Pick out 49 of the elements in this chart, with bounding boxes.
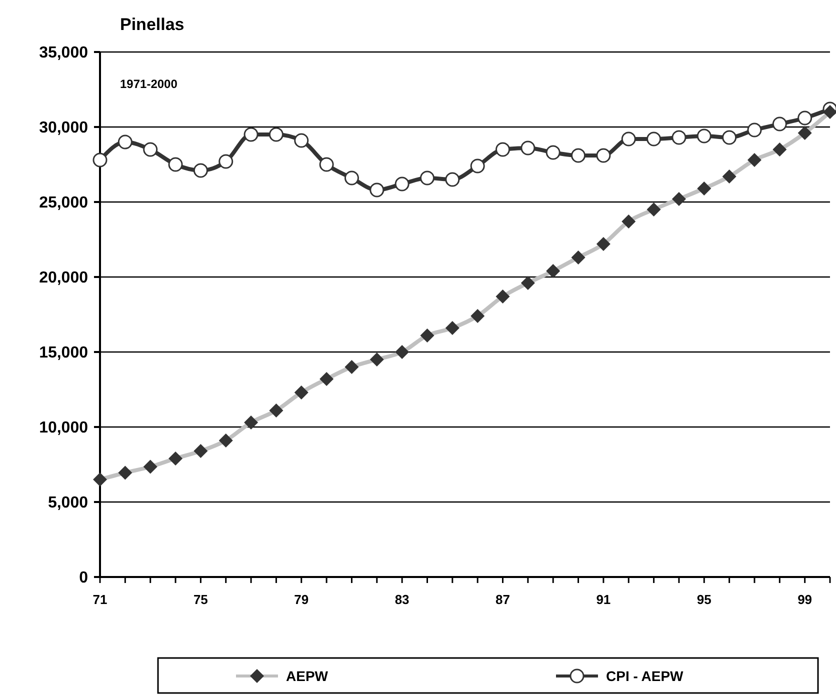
x-tick-label: 95	[696, 592, 712, 607]
y-tick-label: 35,000	[39, 44, 88, 62]
point	[370, 182, 384, 198]
point	[596, 148, 611, 163]
x-tick-label: 71	[92, 592, 108, 607]
point	[445, 172, 460, 187]
point	[92, 152, 108, 168]
y-tick-label: 30,000	[39, 120, 88, 137]
point	[772, 116, 787, 132]
point	[798, 110, 812, 126]
point	[546, 145, 560, 160]
y-tick-label: 25,000	[39, 194, 88, 212]
point	[747, 122, 762, 138]
point	[722, 130, 737, 145]
x-tick-label: 83	[394, 592, 410, 607]
point	[143, 142, 158, 157]
x-tick-label: 87	[496, 592, 510, 607]
y-tick-label: 10,000	[39, 420, 88, 437]
point	[696, 128, 712, 144]
point	[394, 176, 410, 192]
annotation: 1971-2000	[120, 77, 178, 91]
y-tick-label: 15,000	[39, 344, 88, 362]
x-tick-label: 75	[193, 592, 208, 607]
y-tick-label: 5,000	[48, 494, 88, 512]
point	[168, 157, 183, 172]
point	[672, 130, 686, 145]
point	[319, 157, 334, 172]
point	[294, 133, 309, 148]
point	[268, 127, 284, 142]
point	[118, 134, 132, 150]
x-tick-label: 99	[798, 592, 812, 607]
point	[520, 140, 536, 156]
point	[496, 142, 510, 157]
x-tick-label: 79	[294, 592, 309, 607]
y-tick-label: 20,000	[39, 270, 88, 287]
point	[646, 132, 662, 146]
point	[420, 170, 434, 186]
chart-title: Pinellas	[120, 15, 184, 34]
x-tick-label: 91	[596, 592, 611, 607]
legend-label: CPI - AEPW	[606, 668, 684, 684]
point	[244, 127, 258, 142]
legend-label: AEPW	[286, 668, 329, 684]
point	[344, 170, 359, 186]
y-tick-label: 0	[79, 570, 88, 587]
point	[218, 154, 234, 169]
point	[571, 148, 586, 163]
point	[621, 132, 636, 146]
point	[193, 163, 208, 178]
point	[470, 158, 485, 174]
